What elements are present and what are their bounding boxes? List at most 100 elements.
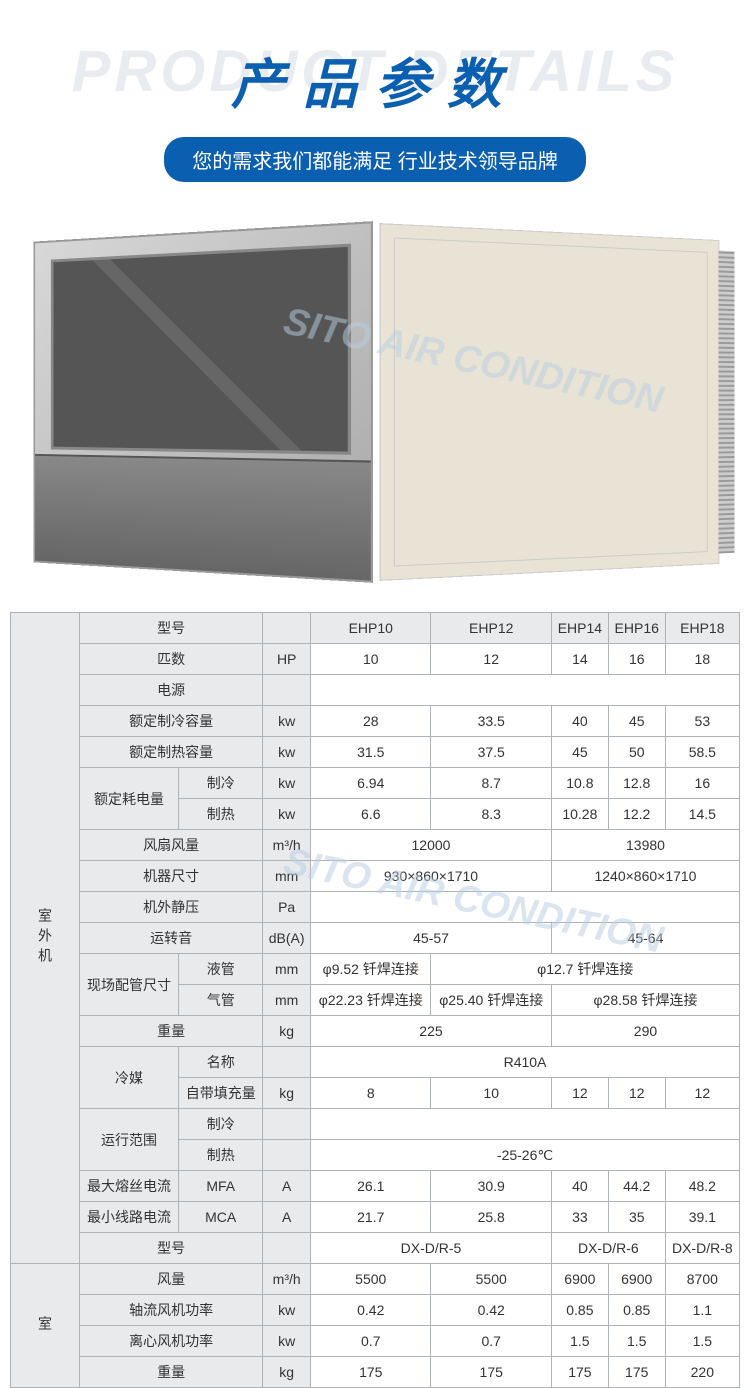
unit: A bbox=[263, 1171, 311, 1202]
subtitle-badge: 您的需求我们都能满足 行业技术领导品牌 bbox=[164, 137, 586, 182]
cell: 53 bbox=[665, 706, 739, 737]
unit: mm bbox=[263, 985, 311, 1016]
row-label: 最大熔丝电流 bbox=[80, 1171, 179, 1202]
cell: φ22.23 钎焊连接 bbox=[311, 985, 431, 1016]
sub-label: 自带填充量 bbox=[179, 1078, 263, 1109]
sub-label: 气管 bbox=[179, 985, 263, 1016]
cell: 44.2 bbox=[608, 1171, 665, 1202]
cell bbox=[311, 892, 740, 923]
product-images bbox=[0, 202, 750, 612]
row-label: 机器尺寸 bbox=[80, 861, 263, 892]
unit: HP bbox=[263, 644, 311, 675]
cell: 6900 bbox=[551, 1264, 608, 1295]
cell: DX-D/R-5 bbox=[311, 1233, 552, 1264]
cell: 26.1 bbox=[311, 1171, 431, 1202]
sub-label: MCA bbox=[179, 1202, 263, 1233]
cell: 18 bbox=[665, 644, 739, 675]
cell: 33 bbox=[551, 1202, 608, 1233]
cell: 1.1 bbox=[665, 1295, 739, 1326]
cell: 12 bbox=[608, 1078, 665, 1109]
cell: 12.8 bbox=[608, 768, 665, 799]
row-label: 最小线路电流 bbox=[80, 1202, 179, 1233]
sub-label: 制热 bbox=[179, 1140, 263, 1171]
cell: 6.6 bbox=[311, 799, 431, 830]
unit: mm bbox=[263, 954, 311, 985]
cell: 8.3 bbox=[431, 799, 551, 830]
cell: 40 bbox=[551, 1171, 608, 1202]
cell: 290 bbox=[551, 1016, 739, 1047]
row-label: 轴流风机功率 bbox=[80, 1295, 263, 1326]
cell: -25-26℃ bbox=[311, 1140, 740, 1171]
cell: 12000 bbox=[311, 830, 552, 861]
cell: 45-57 bbox=[311, 923, 552, 954]
cell: 16 bbox=[665, 768, 739, 799]
col-header: EHP12 bbox=[431, 613, 551, 644]
cell: 1240×860×1710 bbox=[551, 861, 739, 892]
cell bbox=[311, 1109, 740, 1140]
cell: 12 bbox=[431, 644, 551, 675]
unit: kw bbox=[263, 1326, 311, 1357]
cell: 10.28 bbox=[551, 799, 608, 830]
cell: φ28.58 钎焊连接 bbox=[551, 985, 739, 1016]
cell: 225 bbox=[311, 1016, 552, 1047]
cell: 12 bbox=[551, 1078, 608, 1109]
cell: 8700 bbox=[665, 1264, 739, 1295]
sub-label: 制热 bbox=[179, 799, 263, 830]
row-label: 离心风机功率 bbox=[80, 1326, 263, 1357]
unit: kg bbox=[263, 1078, 311, 1109]
col-header: EHP18 bbox=[665, 613, 739, 644]
col-header: EHP14 bbox=[551, 613, 608, 644]
unit: kw bbox=[263, 1295, 311, 1326]
cell: 12 bbox=[665, 1078, 739, 1109]
row-label: 型号 bbox=[80, 1233, 263, 1264]
unit: mm bbox=[263, 861, 311, 892]
cell: 0.42 bbox=[431, 1295, 551, 1326]
unit: m³/h bbox=[263, 1264, 311, 1295]
row-label: 重量 bbox=[80, 1016, 263, 1047]
unit: m³/h bbox=[263, 830, 311, 861]
section-indoor: 室 bbox=[11, 1264, 80, 1388]
cell: 40 bbox=[551, 706, 608, 737]
unit: kw bbox=[263, 737, 311, 768]
cell: 6.94 bbox=[311, 768, 431, 799]
cell: 220 bbox=[665, 1357, 739, 1388]
cell: 1.5 bbox=[608, 1326, 665, 1357]
row-label: 额定制冷容量 bbox=[80, 706, 263, 737]
unit: kw bbox=[263, 799, 311, 830]
sub-label: MFA bbox=[179, 1171, 263, 1202]
col-header: EHP10 bbox=[311, 613, 431, 644]
cell: 930×860×1710 bbox=[311, 861, 552, 892]
cell: 28 bbox=[311, 706, 431, 737]
row-label: 型号 bbox=[80, 613, 263, 644]
unit: kw bbox=[263, 706, 311, 737]
cell: 45 bbox=[551, 737, 608, 768]
cell: DX-D/R-6 bbox=[551, 1233, 665, 1264]
cell: 10.8 bbox=[551, 768, 608, 799]
cell: R410A bbox=[311, 1047, 740, 1078]
cell: 39.1 bbox=[665, 1202, 739, 1233]
cell: φ12.7 钎焊连接 bbox=[431, 954, 740, 985]
row-label: 冷媒 bbox=[80, 1047, 179, 1109]
cell: 25.8 bbox=[431, 1202, 551, 1233]
cell: 12.2 bbox=[608, 799, 665, 830]
unit: dB(A) bbox=[263, 923, 311, 954]
header: PRODUCT DETAILS 产品参数 您的需求我们都能满足 行业技术领导品牌 bbox=[0, 0, 750, 202]
cell: 8 bbox=[311, 1078, 431, 1109]
cell: 13980 bbox=[551, 830, 739, 861]
unit: A bbox=[263, 1202, 311, 1233]
sub-label: 制冷 bbox=[179, 1109, 263, 1140]
cell: 175 bbox=[608, 1357, 665, 1388]
cell: 175 bbox=[431, 1357, 551, 1388]
cell: 58.5 bbox=[665, 737, 739, 768]
page-title: 产品参数 bbox=[0, 40, 750, 119]
row-label: 运行范围 bbox=[80, 1109, 179, 1171]
sub-label: 制冷 bbox=[179, 768, 263, 799]
row-label: 风扇风量 bbox=[80, 830, 263, 861]
cell: 5500 bbox=[431, 1264, 551, 1295]
row-label: 风量 bbox=[80, 1264, 263, 1295]
cell: 33.5 bbox=[431, 706, 551, 737]
col-header: EHP16 bbox=[608, 613, 665, 644]
cell: 1.5 bbox=[551, 1326, 608, 1357]
cell: 48.2 bbox=[665, 1171, 739, 1202]
cell: 45 bbox=[608, 706, 665, 737]
